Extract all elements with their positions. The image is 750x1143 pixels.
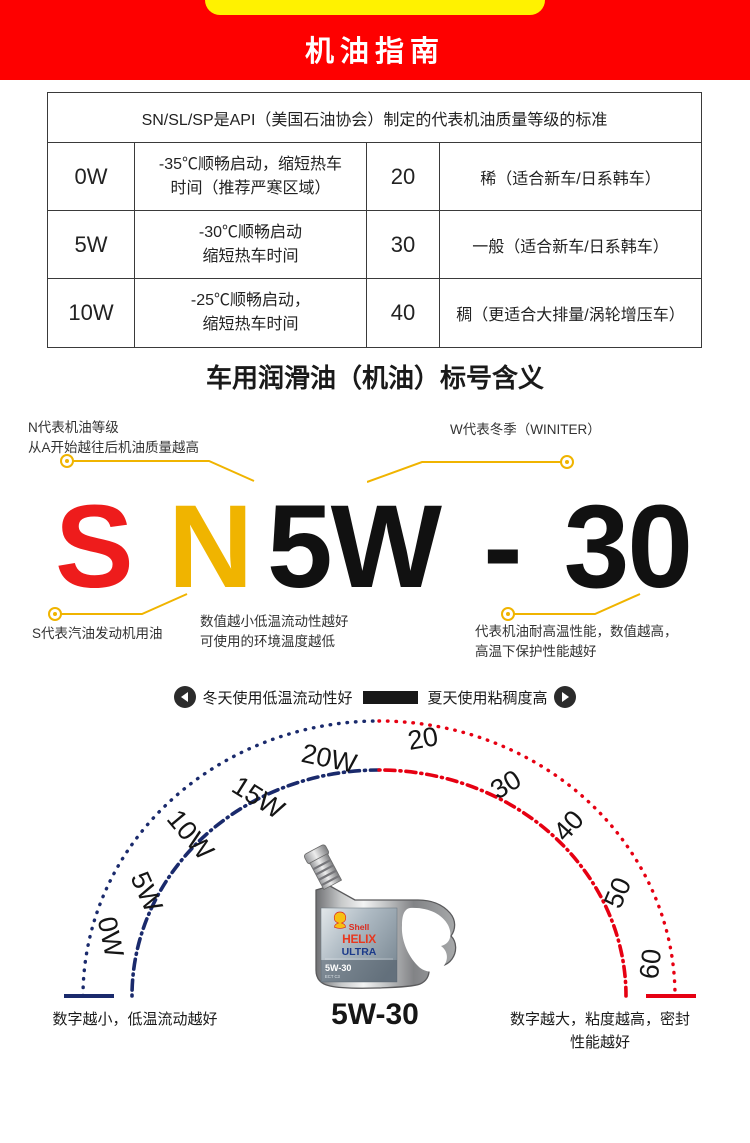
svg-text:ECT C3: ECT C3: [325, 974, 340, 979]
svg-text:Shell: Shell: [349, 922, 370, 932]
svg-text:5W-30: 5W-30: [325, 963, 351, 973]
svg-text:HELIX: HELIX: [342, 932, 376, 946]
svg-text:ULTRA: ULTRA: [342, 946, 377, 958]
